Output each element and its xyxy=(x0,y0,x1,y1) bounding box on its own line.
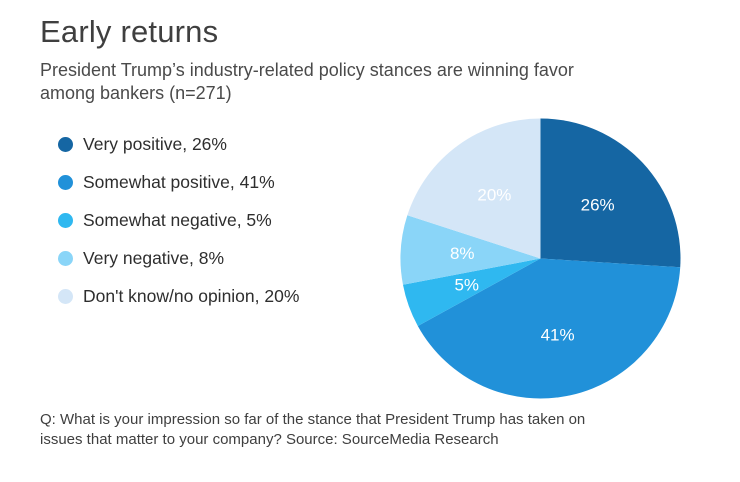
legend-label: Don't know/no opinion, 20% xyxy=(83,285,300,306)
legend-swatch xyxy=(58,174,73,190)
legend-item: Very negative, 8% xyxy=(58,248,299,268)
legend-item: Somewhat negative, 5% xyxy=(58,210,299,230)
pie-slice-0 xyxy=(540,118,681,268)
chart-header: Early returns President Trump’s industry… xyxy=(40,14,640,104)
legend-swatch xyxy=(58,136,73,152)
legend-swatch xyxy=(58,250,73,266)
pie-chart: 26% 41% 5% 8% 20% xyxy=(399,117,682,400)
pie-slice-2 xyxy=(402,258,541,326)
legend-item: Somewhat positive, 41% xyxy=(58,172,299,192)
pie-slice-label-3: 8% xyxy=(450,244,475,263)
legend-item: Very positive, 26% xyxy=(58,134,299,154)
pie-slice-label-4: 20% xyxy=(477,186,511,205)
chart-title: Early returns xyxy=(40,14,219,49)
pie-slice-label-1: 41% xyxy=(541,326,575,345)
legend-swatch xyxy=(58,212,73,228)
pie-slice-3 xyxy=(400,215,541,285)
pie-slice-1 xyxy=(417,258,681,399)
chart-subtitle: President Trump’s industry-related polic… xyxy=(40,60,574,103)
pie-slice-4 xyxy=(407,118,541,259)
legend-swatch xyxy=(58,288,73,304)
pie-slice-label-2: 5% xyxy=(454,276,479,295)
legend-item: Don't know/no opinion, 20% xyxy=(58,286,299,306)
legend-label: Somewhat positive, 41% xyxy=(83,171,275,192)
legend-label: Somewhat negative, 5% xyxy=(83,209,272,230)
source-note: Q: What is your impression so far of the… xyxy=(40,411,586,448)
pie-svg: 26% 41% 5% 8% 20% xyxy=(400,118,681,399)
legend-label: Very negative, 8% xyxy=(83,247,225,268)
legend-label: Very positive, 26% xyxy=(83,133,227,154)
legend: Very positive, 26% Somewhat positive, 41%… xyxy=(58,134,299,324)
pie-slice-label-0: 26% xyxy=(581,195,615,214)
